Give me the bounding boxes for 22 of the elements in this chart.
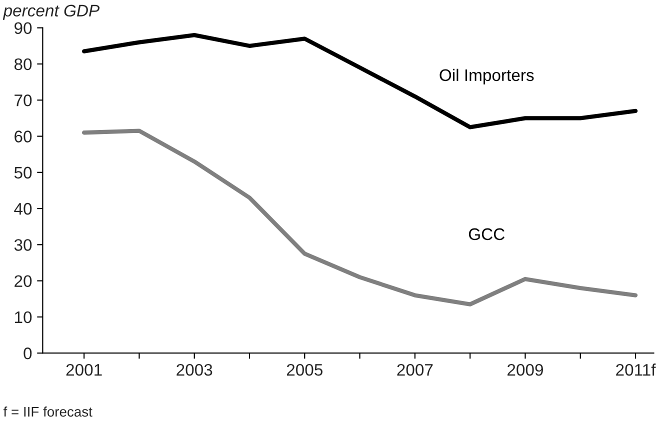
y-axis-title: percent GDP: [2, 4, 100, 20]
text: GCC: [468, 228, 505, 240]
x-tick-label: 2003: [176, 364, 212, 376]
y-tick-label: 90: [14, 22, 32, 34]
x-tick-label: 2007: [397, 364, 433, 376]
series-label: Oil Importers: [440, 68, 534, 84]
text: f = IIF forecast: [3, 406, 92, 417]
y-tick-label: 0: [24, 348, 32, 360]
x-tick-label: 2009: [508, 364, 543, 376]
x-tick-label: 2005: [286, 364, 322, 376]
y-tick-label: 20: [14, 275, 32, 288]
y-tick-label: 50: [14, 166, 32, 179]
x-tick-label: 2011f: [616, 364, 656, 376]
y-tick-label: 10: [15, 311, 32, 324]
y-tick-label: 80: [14, 58, 32, 70]
y-tick-label: 70: [14, 94, 32, 106]
line-series: [82, 32, 638, 130]
y-tick-label: 30: [14, 239, 32, 251]
x-tick-label: 2001: [66, 364, 102, 376]
line-series: [82, 128, 638, 306]
y-tick-label: 60: [14, 130, 32, 142]
y-tick-label: 40: [14, 202, 32, 215]
